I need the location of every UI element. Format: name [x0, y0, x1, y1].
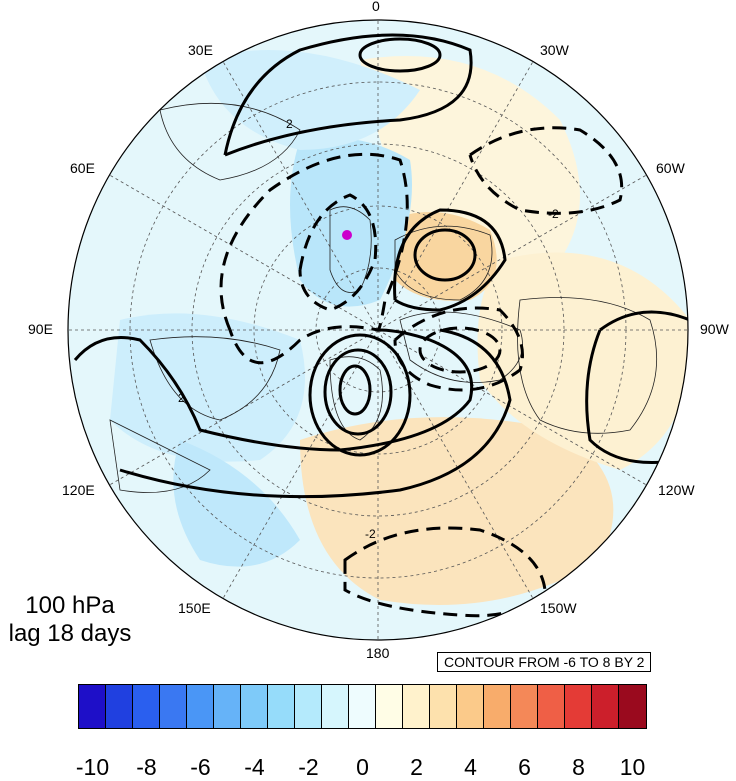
- colorbar-swatch: [241, 685, 268, 728]
- colorbar-swatch: [160, 685, 187, 728]
- colorbar-swatch: [430, 685, 457, 728]
- lon-label-120w: 120W: [658, 482, 695, 498]
- contour-neg-pacific: [343, 526, 547, 618]
- lon-label-60w: 60W: [656, 160, 685, 176]
- colorbar-swatch: [106, 685, 133, 728]
- contour-center-3: [338, 364, 372, 416]
- map-border: [67, 19, 689, 641]
- contour-top-ring: [358, 37, 442, 73]
- colorbar-swatch: [376, 685, 403, 728]
- marker-point: [342, 230, 352, 240]
- colorbar-swatch: [592, 685, 619, 728]
- colorbar-swatch: [403, 685, 430, 728]
- lon-label-60e: 60E: [70, 160, 95, 176]
- colorbar-tick-label: 6: [518, 754, 531, 780]
- colorbar-tick-label: 0: [356, 754, 369, 780]
- contour-2-north: [223, 33, 473, 157]
- colorbar-tick-label: -4: [244, 754, 265, 780]
- colorbar-swatch: [349, 685, 376, 728]
- contour-label-neg-pacific: -2: [365, 527, 376, 541]
- colorbar-tick-label: 4: [464, 754, 477, 780]
- contour-labels: 2 -2 -2 2: [178, 117, 559, 541]
- lon-label-0: 0: [372, 0, 380, 14]
- colorbar-swatch: [538, 685, 565, 728]
- colorbar-tick-label: -10: [75, 754, 110, 780]
- colorbar-tick-label: -6: [190, 754, 211, 780]
- contour-neg-inner: [298, 193, 378, 312]
- colorbar-swatch: [322, 685, 349, 728]
- contour-label-pos-siberia: 2: [178, 391, 185, 405]
- lon-label-120e: 120E: [62, 482, 95, 498]
- contour-center-1: [308, 333, 412, 457]
- colorbar-swatch: [268, 685, 295, 728]
- colorbar-swatch: [214, 685, 241, 728]
- positive-anomaly-greenland: [390, 212, 497, 301]
- lon-label-90w: 90W: [700, 321, 729, 337]
- colorbar: [78, 684, 647, 729]
- colorbar-swatch: [457, 685, 484, 728]
- coastlines: [109, 102, 658, 493]
- contour-2-greenland-outer: [393, 208, 507, 312]
- colorbar-tick-label: 8: [572, 754, 585, 780]
- colorbar-swatch: [619, 685, 646, 728]
- colorbar-tick-label: -2: [298, 754, 319, 780]
- lon-label-150w: 150W: [540, 600, 577, 616]
- lon-label-90e: 90E: [28, 321, 53, 337]
- negative-anomaly-siberia: [110, 313, 305, 462]
- colorbar-tick-label: -8: [136, 754, 157, 780]
- colorbar-swatch: [79, 685, 106, 728]
- contour-center-2: [323, 348, 393, 436]
- contour-neg-2-atlantic: [468, 126, 624, 215]
- contour-neg-canada: [393, 306, 524, 392]
- caption: 100 hPa lag 18 days: [0, 592, 140, 648]
- lon-label-30e: 30E: [188, 42, 213, 58]
- colorbar-swatch: [133, 685, 160, 728]
- caption-level: 100 hPa: [25, 592, 115, 619]
- lon-label-150e: 150E: [178, 600, 211, 616]
- colorbar-tick-label: 2: [410, 754, 423, 780]
- positive-anomaly-america: [477, 252, 688, 470]
- map-disk: 2 -2 -2 2: [68, 20, 688, 640]
- negative-anomaly-east-asia: [173, 440, 300, 567]
- caption-lag: lag 18 days: [8, 620, 132, 647]
- negative-anomaly-north: [200, 50, 420, 150]
- colorbar-swatch: [187, 685, 214, 728]
- negative-anomaly-scandinavia: [290, 137, 412, 307]
- contour-neg-2-europe: [219, 152, 409, 365]
- contour-greenland-inner: [413, 228, 477, 282]
- contour-neg-canada-inner: [418, 326, 502, 374]
- colorbar-tick-label: 10: [619, 754, 646, 780]
- contour-info-box: CONTOUR FROM -6 TO 8 BY 2: [437, 652, 652, 672]
- graticule: [68, 20, 688, 640]
- contour-label-pos: 2: [286, 117, 293, 131]
- lon-label-30w: 30W: [540, 42, 569, 58]
- lon-label-180: 180: [366, 645, 390, 661]
- contours-negative: [219, 126, 624, 618]
- contour-label-neg-atlantic: -2: [548, 207, 559, 221]
- colorbar-swatch: [565, 685, 592, 728]
- colorbar-swatch: [484, 685, 511, 728]
- colorbar-swatch: [511, 685, 538, 728]
- colorbar-swatch: [295, 685, 322, 728]
